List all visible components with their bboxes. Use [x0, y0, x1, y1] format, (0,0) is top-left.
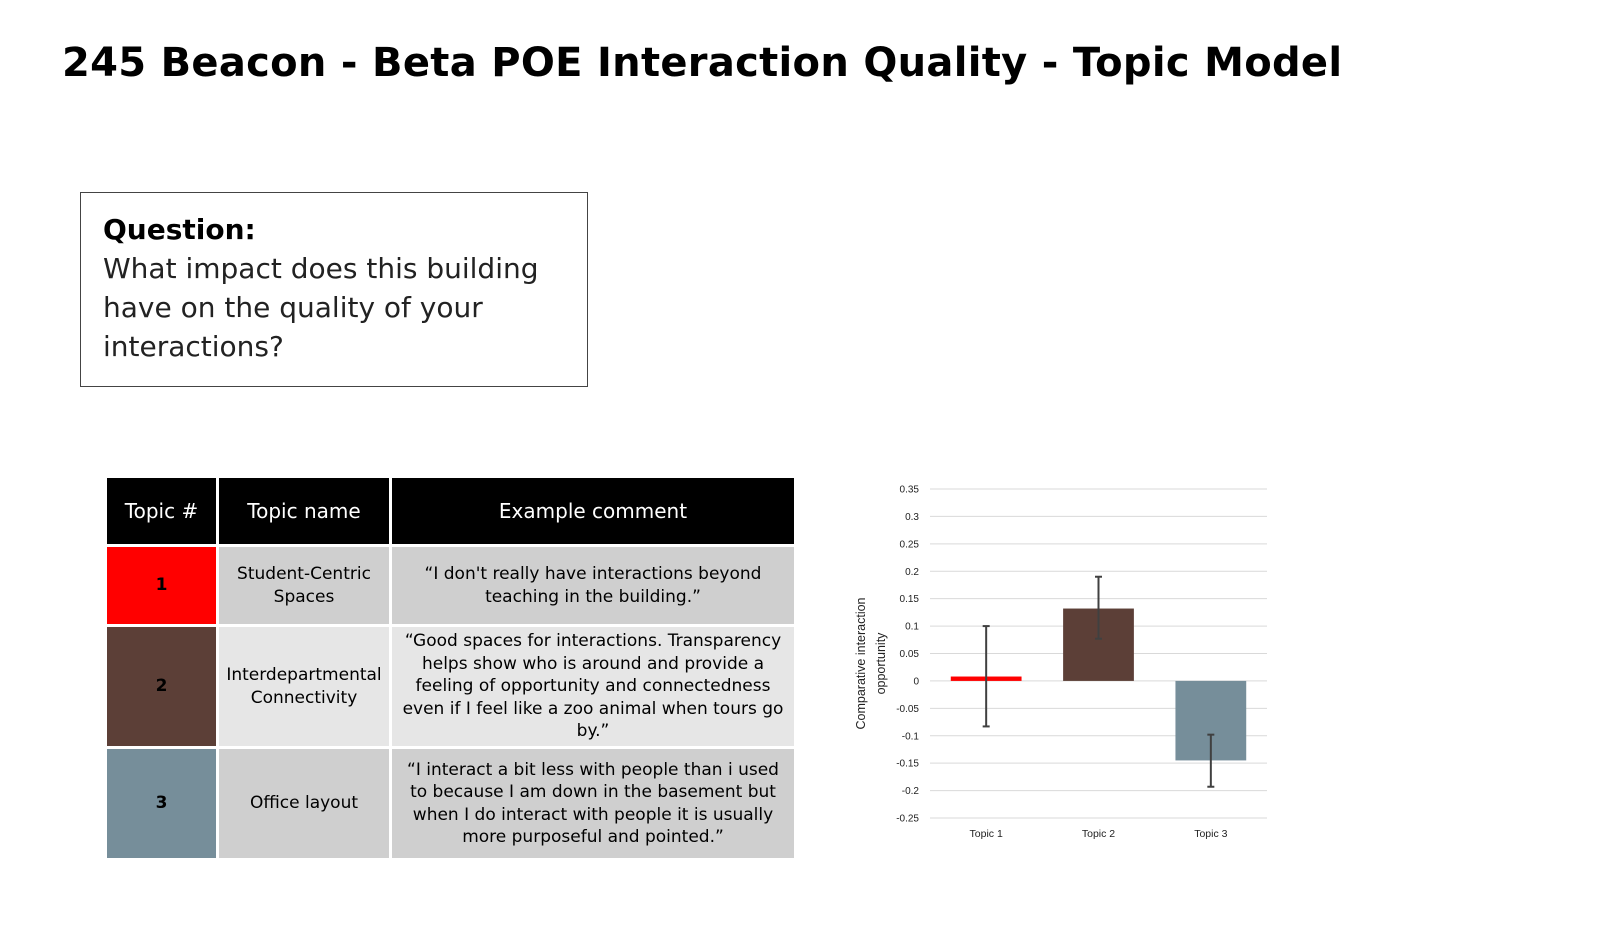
table-row: 3 Office layout “I interact a bit less w… [104, 746, 797, 861]
topic-comment-cell: “I interact a bit less with people than … [389, 746, 797, 861]
y-tick-label: 0 [913, 676, 919, 687]
topic-comment-cell: “I don't really have interactions beyond… [389, 544, 797, 627]
header-example-comment: Example comment [389, 475, 797, 547]
x-tick-label: Topic 1 [970, 828, 1003, 840]
topic-comment-cell: “Good spaces for interactions. Transpare… [389, 624, 797, 749]
y-tick-label: -0.1 [902, 731, 920, 742]
header-topic-number: Topic # [104, 475, 219, 547]
topic-number-cell: 3 [104, 746, 219, 861]
question-label: Question: [103, 213, 256, 246]
topic-name-cell: Interdepartmental Connectivity [216, 624, 392, 749]
question-text: What impact does this building have on t… [103, 252, 539, 363]
y-tick-label: 0.25 [900, 539, 920, 550]
y-tick-label: 0.15 [900, 594, 920, 605]
y-tick-label: -0.2 [902, 786, 920, 797]
header-topic-name: Topic name [216, 475, 392, 547]
y-tick-label: -0.05 [896, 704, 919, 715]
topic-number-cell: 1 [104, 544, 219, 627]
topic-name-cell: Student-Centric Spaces [216, 544, 392, 627]
topic-number-cell: 2 [104, 624, 219, 749]
topic-name-cell: Office layout [216, 746, 392, 861]
table-row: 2 Interdepartmental Connectivity “Good s… [104, 624, 797, 749]
page-title: 245 Beacon - Beta POE Interaction Qualit… [62, 40, 1343, 86]
x-tick-label: Topic 2 [1082, 828, 1115, 840]
table-header-row: Topic # Topic name Example comment [104, 475, 797, 547]
y-tick-label: 0.35 [900, 485, 920, 496]
y-tick-label: 0.3 [905, 512, 919, 523]
question-box: Question: What impact does this building… [80, 192, 588, 387]
y-tick-label: -0.15 [896, 759, 919, 770]
table-row: 1 Student-Centric Spaces “I don't really… [104, 544, 797, 627]
topic-table: Topic # Topic name Example comment 1 Stu… [104, 475, 797, 861]
y-tick-label: -0.25 [896, 814, 919, 825]
y-tick-label: 0.05 [900, 649, 920, 660]
x-tick-label: Topic 3 [1194, 828, 1227, 840]
y-tick-label: 0.1 [905, 622, 919, 633]
y-tick-label: 0.2 [905, 567, 919, 578]
topic-bar-chart: 0.35 0.3 0.25 0.2 0.15 0.1 0.05 0 -0.05 -0.1 -0.15… [854, 485, 1267, 840]
y-axis-title: Comparative interaction opportunity [854, 597, 888, 729]
